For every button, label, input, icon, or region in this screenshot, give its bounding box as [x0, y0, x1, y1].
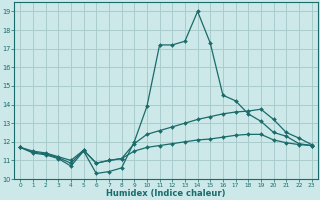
- X-axis label: Humidex (Indice chaleur): Humidex (Indice chaleur): [106, 189, 226, 198]
